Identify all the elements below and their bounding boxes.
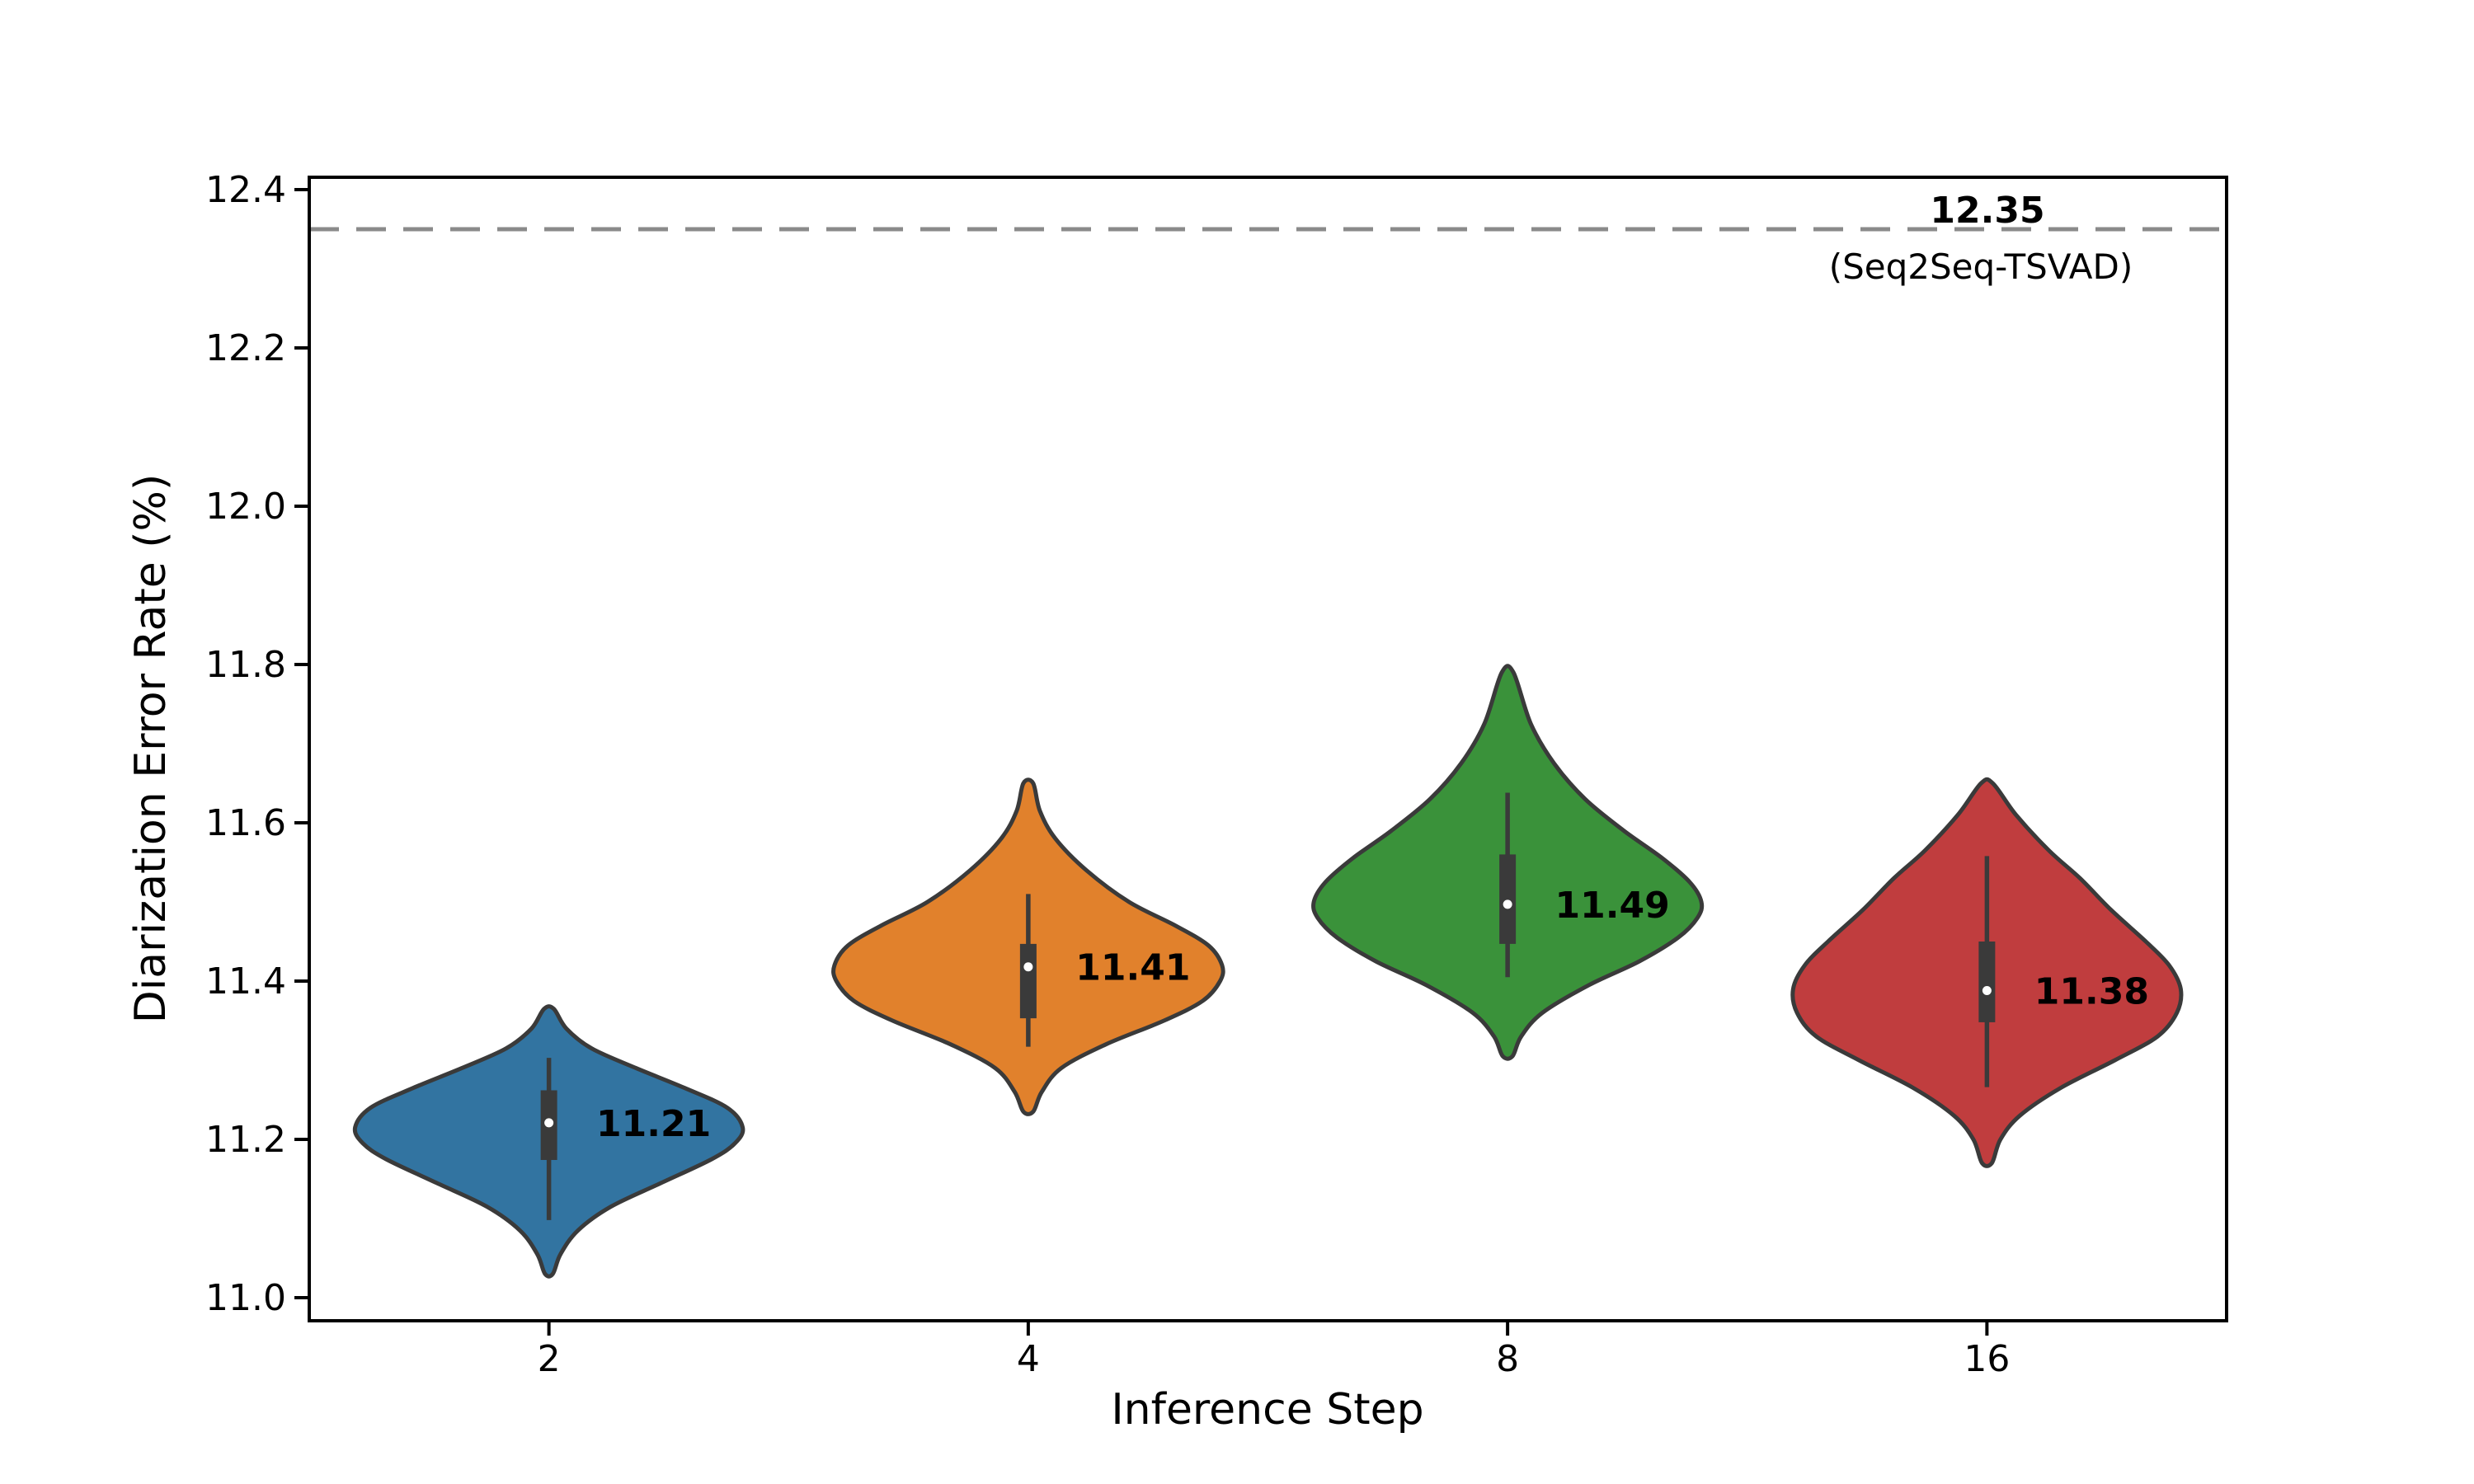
median-dot-step-2 xyxy=(544,1118,554,1128)
y-tick-label: 12.2 xyxy=(205,327,286,369)
x-axis-label: Inference Step xyxy=(1111,1385,1423,1435)
y-tick-label: 11.8 xyxy=(205,644,286,686)
x-tick-label: 16 xyxy=(1964,1338,2010,1380)
y-tick-label: 11.4 xyxy=(205,960,286,1003)
x-tick-label: 2 xyxy=(538,1338,561,1380)
median-annotation-step-8: 11.49 xyxy=(1555,885,1670,927)
x-tick-label: 4 xyxy=(1017,1338,1040,1380)
median-dot-step-8 xyxy=(1503,899,1512,909)
y-tick-label: 12.4 xyxy=(205,169,286,211)
reference-line-value-label: 12.35 xyxy=(1930,190,2044,232)
y-tick-label: 11.2 xyxy=(205,1119,286,1161)
iqr-box-step-4 xyxy=(1019,943,1037,1019)
median-annotation-step-4: 11.41 xyxy=(1075,947,1190,989)
iqr-box-step-8 xyxy=(1499,854,1517,944)
iqr-box-step-16 xyxy=(1978,942,1996,1022)
y-axis-label: Diarization Error Rate (%) xyxy=(126,474,176,1024)
median-annotation-step-16: 11.38 xyxy=(2034,971,2149,1013)
median-dot-step-4 xyxy=(1023,962,1033,972)
y-tick-label: 12.0 xyxy=(205,486,286,528)
median-annotation-step-2: 11.21 xyxy=(596,1103,711,1145)
axes-frame xyxy=(308,176,2228,1322)
x-tick-label: 8 xyxy=(1496,1338,1519,1380)
y-tick-label: 11.6 xyxy=(205,802,286,844)
median-dot-step-16 xyxy=(1982,986,1992,996)
reference-line-sublabel: (Seq2Seq-TSVAD) xyxy=(1829,247,2133,287)
y-tick-label: 11.0 xyxy=(205,1277,286,1319)
